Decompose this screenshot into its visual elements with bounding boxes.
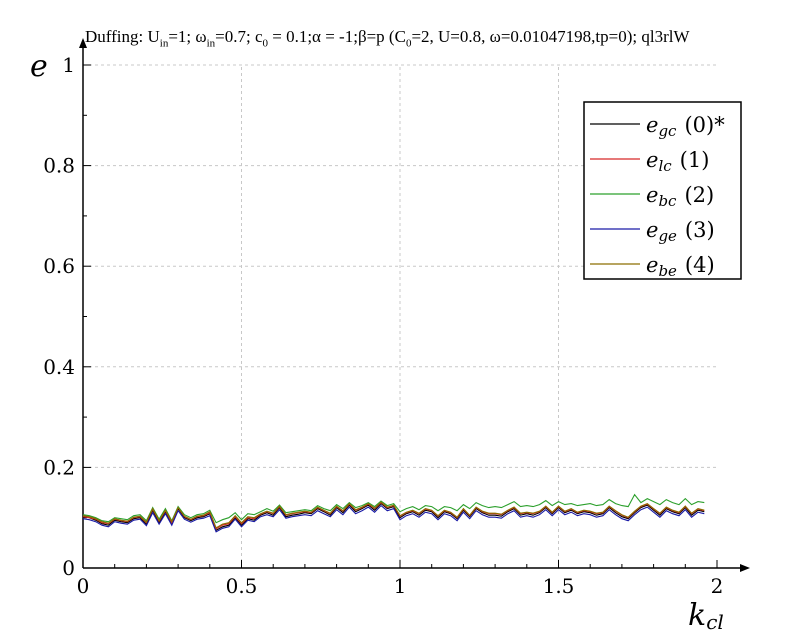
legend-label-1: elc (1) (646, 148, 709, 175)
legend-label-4: ebe (4) (646, 253, 715, 280)
x-tick-label: 0.5 (226, 574, 258, 598)
series-line-3 (82, 504, 705, 533)
x-tick-label: 1.5 (543, 574, 575, 598)
x-tick-label: 1 (394, 574, 407, 598)
tick-labels: 0 0.5 1 1.5 2 0 0.2 0.4 0.6 0.8 1 (43, 53, 723, 598)
legend-box (583, 101, 742, 280)
x-axis-label-main: k (688, 598, 706, 633)
y-axis-label: e (30, 49, 48, 84)
y-axis-arrow (79, 38, 87, 48)
ticks (82, 64, 718, 569)
axes (79, 38, 750, 572)
series-line-2 (82, 493, 705, 524)
chart-title: Duffing: Uin=1; ωin=0.7; c0 = 0.1;α = -1… (85, 27, 690, 50)
y-tick-label: 1 (62, 53, 75, 77)
legend: egc (0)* elc (1) ebc (2) ege (3) ebe (4) (583, 101, 742, 280)
y-tick-label: 0.6 (43, 254, 75, 278)
x-axis-label: kcl (688, 598, 724, 633)
x-tick-label: 2 (711, 574, 724, 598)
y-tick-label: 0.8 (43, 154, 75, 178)
x-tick-label: 0 (77, 574, 90, 598)
y-tick-label: 0.4 (43, 355, 75, 379)
y-tick-label: 0 (62, 556, 75, 580)
legend-label-3: ege (3) (646, 218, 715, 245)
series-line-4 (82, 501, 705, 529)
series-lines (82, 493, 705, 533)
legend-label-0: egc (0)* (646, 113, 725, 140)
legend-label-2: ebc (2) (646, 183, 714, 210)
x-axis-arrow (740, 564, 750, 572)
x-axis-label-sub: cl (706, 610, 724, 633)
y-tick-label: 0.2 (43, 455, 75, 479)
